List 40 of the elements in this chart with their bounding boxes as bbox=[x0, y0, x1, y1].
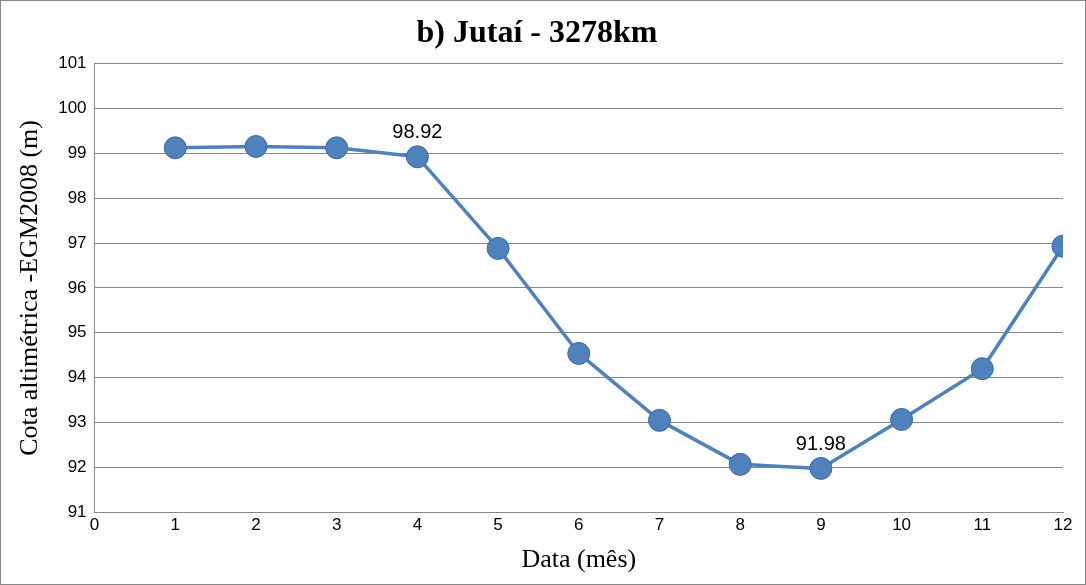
y-tick-label: 96 bbox=[67, 277, 87, 297]
point bbox=[809, 456, 833, 480]
y-tick-label: 97 bbox=[67, 232, 87, 252]
x-tick-label: 8 bbox=[735, 515, 745, 535]
y-tick-label: 92 bbox=[67, 457, 87, 477]
x-tick-label: 4 bbox=[412, 515, 423, 535]
x-tick-label: 12 bbox=[1053, 515, 1073, 535]
x-tick-label: 2 bbox=[251, 515, 261, 535]
point bbox=[647, 408, 671, 432]
x-axis-title: Data (mês) bbox=[521, 544, 637, 574]
y-tick-label: 98 bbox=[67, 187, 87, 207]
data-label: 91.98 bbox=[795, 431, 846, 454]
point bbox=[405, 145, 429, 169]
point bbox=[325, 136, 349, 160]
x-tick-label: 6 bbox=[574, 515, 584, 535]
point bbox=[890, 407, 914, 431]
y-tick-label: 94 bbox=[67, 367, 87, 387]
point bbox=[970, 357, 994, 381]
y-tick-label: 95 bbox=[67, 322, 87, 342]
point bbox=[567, 341, 591, 365]
x-tick-label: 10 bbox=[892, 515, 912, 535]
point bbox=[163, 136, 187, 160]
x-tick-label: 7 bbox=[654, 515, 665, 535]
point bbox=[728, 452, 752, 476]
point bbox=[486, 236, 510, 260]
y-tick-label: 100 bbox=[58, 97, 87, 117]
y-tick-label: 101 bbox=[58, 53, 87, 73]
x-tick-label: 11 bbox=[973, 515, 992, 535]
x-tick-label: 5 bbox=[493, 515, 503, 535]
x-tick-label: 3 bbox=[331, 515, 342, 535]
y-tick-label: 91 bbox=[67, 502, 87, 522]
data-label: 98.92 bbox=[392, 120, 443, 143]
chart-title: b) Jutaí - 3278km bbox=[416, 13, 658, 50]
y-tick-label: 99 bbox=[67, 142, 87, 162]
x-tick-label: 1 bbox=[170, 515, 180, 535]
x-tick-label: 0 bbox=[89, 515, 100, 535]
x-tick-label: 9 bbox=[816, 515, 826, 535]
y-axis-title: Cota altimétrica -EGM2008 (m) bbox=[14, 120, 44, 456]
y-tick-label: 93 bbox=[67, 412, 87, 432]
point bbox=[244, 134, 268, 158]
